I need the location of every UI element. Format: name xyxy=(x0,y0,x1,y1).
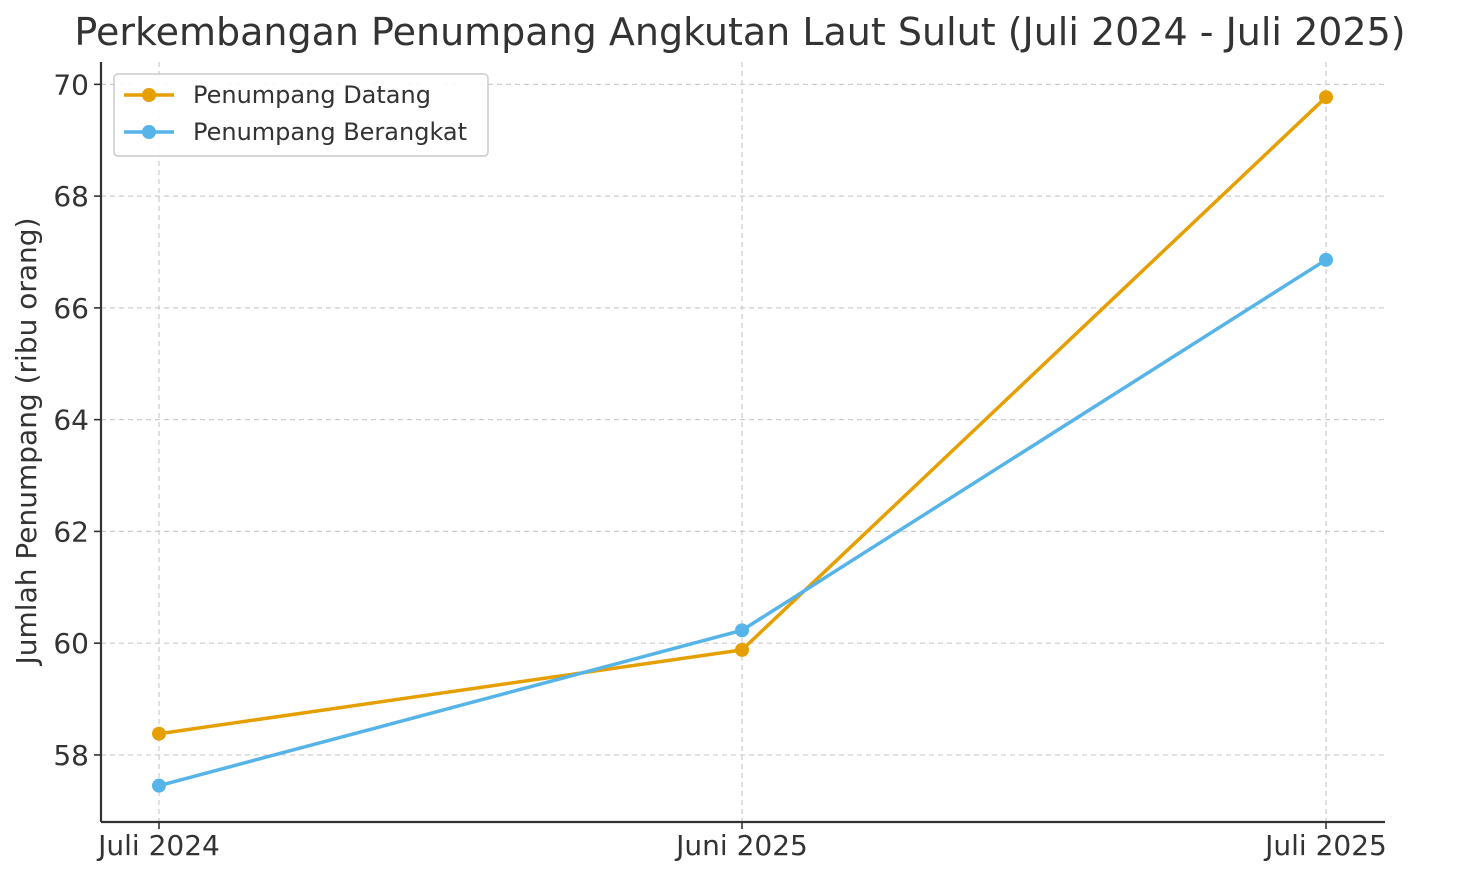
x-tick-label: Juli 2025 xyxy=(1263,829,1387,862)
legend: Penumpang Datang Penumpang Berangkat xyxy=(113,73,489,157)
data-point xyxy=(735,623,749,638)
y-tick-label: 60 xyxy=(53,627,89,660)
y-tick-label: 70 xyxy=(53,68,89,101)
data-point xyxy=(735,642,749,657)
y-tick-label: 66 xyxy=(53,292,89,325)
legend-marker xyxy=(142,125,156,139)
x-tick-label: Juli 2024 xyxy=(96,829,220,862)
y-tick-label: 64 xyxy=(53,404,89,437)
y-axis-label: Jumlah Penumpang (ribu orang) xyxy=(10,218,43,667)
x-tick-label: Juni 2025 xyxy=(674,829,808,862)
y-tick-label: 68 xyxy=(53,180,89,213)
axes: 58 60 62 64 66 68 70 Juli 2024 Juni 2025 Juli 202… xyxy=(53,62,1387,862)
legend-marker xyxy=(142,88,156,102)
y-tick-label: 62 xyxy=(53,515,89,548)
series-group xyxy=(152,90,1333,793)
data-point xyxy=(1319,252,1333,267)
legend-label: Penumpang Datang xyxy=(193,81,431,109)
gridlines xyxy=(101,62,1385,822)
legend-label: Penumpang Berangkat xyxy=(193,118,467,146)
legend-box xyxy=(113,73,489,157)
y-tick-label: 58 xyxy=(53,739,89,772)
chart-title: Perkembangan Penumpang Angkutan Laut Sul… xyxy=(74,10,1405,54)
data-point xyxy=(152,778,166,793)
data-point xyxy=(152,726,166,741)
data-point xyxy=(1319,90,1333,105)
